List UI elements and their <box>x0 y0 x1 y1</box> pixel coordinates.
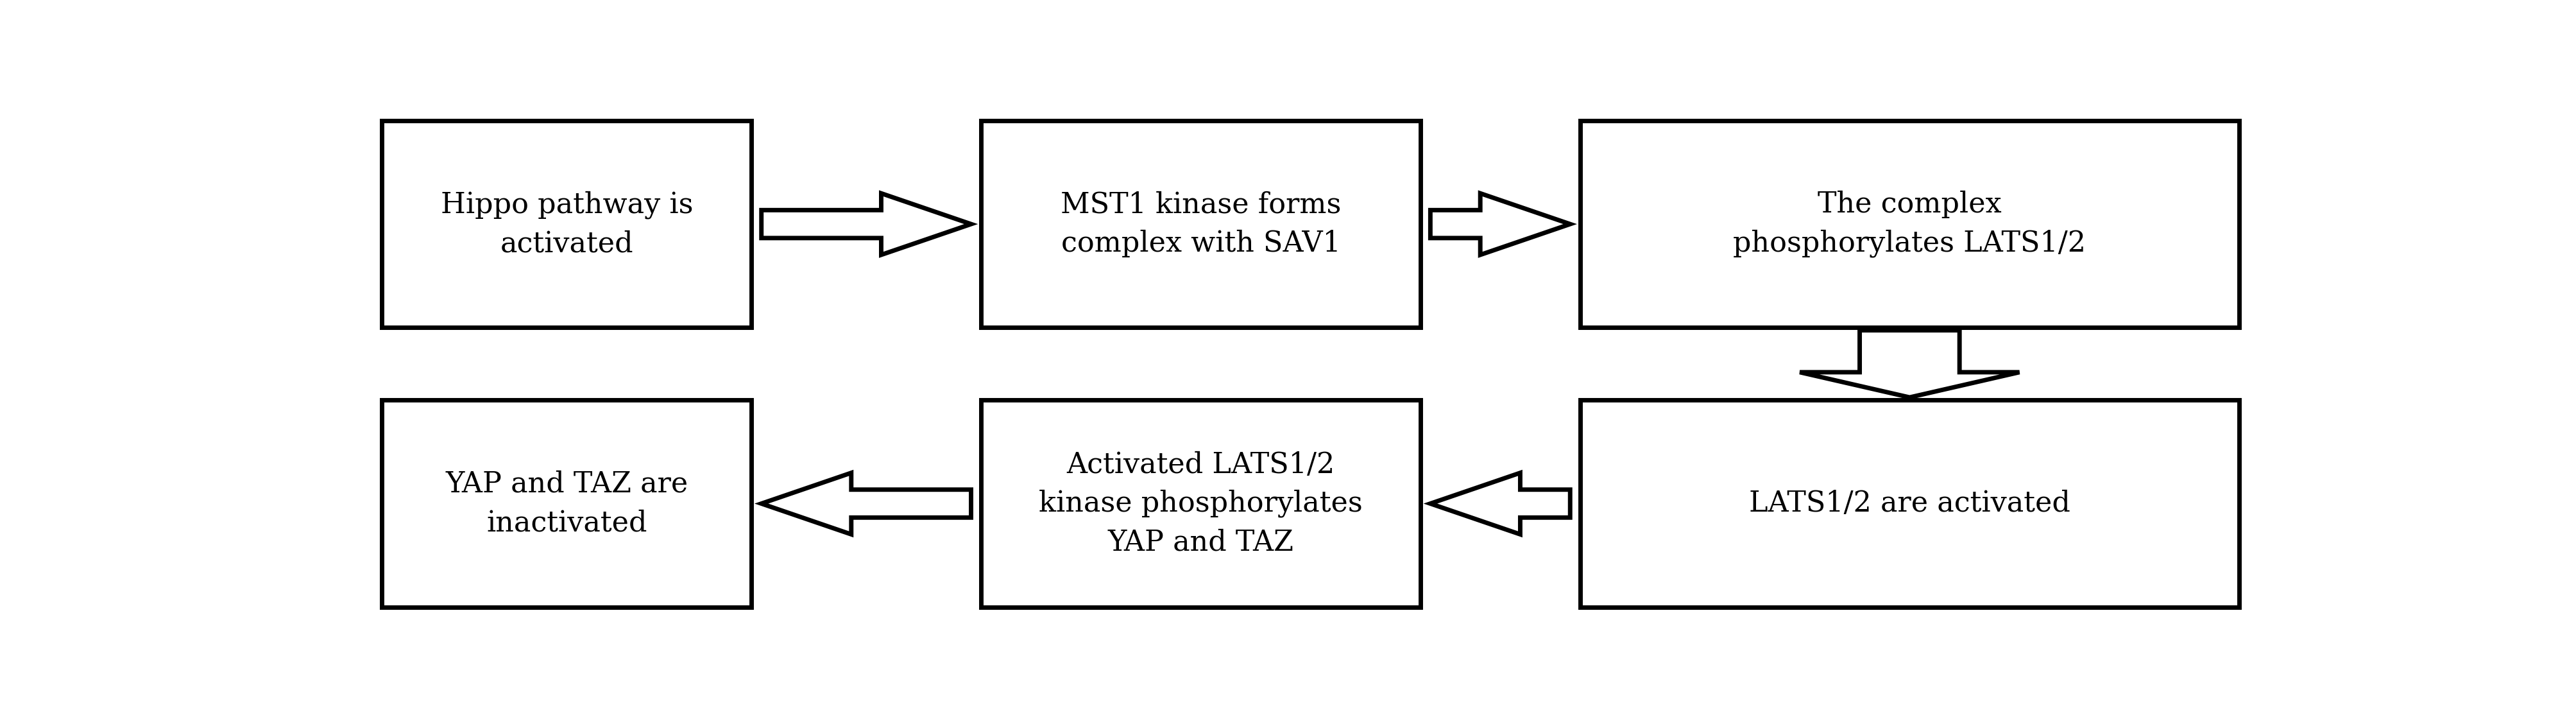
Polygon shape <box>1798 330 2020 397</box>
Text: LATS1/2 are activated: LATS1/2 are activated <box>1749 490 2069 518</box>
Text: MST1 kinase forms
complex with SAV1: MST1 kinase forms complex with SAV1 <box>1061 191 1340 257</box>
Polygon shape <box>1430 473 1569 534</box>
FancyBboxPatch shape <box>981 400 1419 607</box>
Text: Activated LATS1/2
kinase phosphorylates
YAP and TAZ: Activated LATS1/2 kinase phosphorylates … <box>1038 451 1363 556</box>
Polygon shape <box>762 193 971 255</box>
FancyBboxPatch shape <box>981 121 1419 327</box>
Text: Hippo pathway is
activated: Hippo pathway is activated <box>440 191 693 258</box>
FancyBboxPatch shape <box>1579 121 2239 327</box>
FancyBboxPatch shape <box>381 400 752 607</box>
Polygon shape <box>762 473 971 534</box>
Text: The complex
phosphorylates LATS1/2: The complex phosphorylates LATS1/2 <box>1734 191 2087 258</box>
FancyBboxPatch shape <box>381 121 752 327</box>
Polygon shape <box>1430 193 1569 255</box>
Text: YAP and TAZ are
inactivated: YAP and TAZ are inactivated <box>446 470 688 537</box>
FancyBboxPatch shape <box>1579 400 2239 607</box>
